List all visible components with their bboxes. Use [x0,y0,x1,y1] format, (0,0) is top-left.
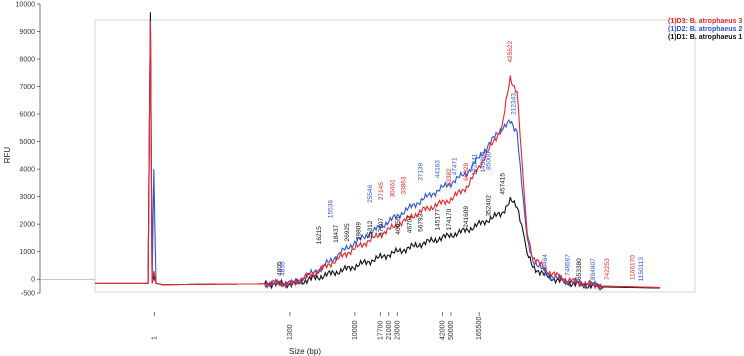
peak-label: 37207 [378,217,385,235]
peak-label: 894807 [590,258,597,280]
peak-label: 1166170 [630,255,637,280]
y-tick-label: 9000 [19,29,35,36]
trace-line [95,20,660,291]
peak-label: 742253 [604,258,611,280]
peak-label: 653380 [576,258,583,280]
legend-entry: (1)D2: B. atrophaeus 2 [668,26,742,33]
y-tick-label: 10000 [16,2,36,9]
peak-label: 145177 [435,208,442,230]
y-tick-label: 5000 [19,139,35,146]
y-tick-label: 2000 [19,222,35,229]
peak-label: 27145 [378,182,385,200]
y-tick-label: 6000 [19,112,35,119]
peak-label: 15536 [327,200,334,218]
x-tick-label: 10000 [352,320,359,340]
x-tick-label: 1 [151,336,158,340]
y-tick-label: 4000 [19,167,35,174]
peak-label: 212343 [510,93,517,115]
y-tick-label: 7000 [19,84,35,91]
x-axis: 1 1300 10000 17700 21000 23000 42000 50000 16550… [151,312,483,340]
trace-line [95,23,660,292]
peak-label: 4805 [276,261,283,276]
peak-label: 56793 [418,213,425,231]
y-tick-label: 0 [31,277,35,284]
y-axis: 1000090008000700060005000400030002000100… [16,2,696,298]
peak-label: 540464 [542,254,549,276]
y-axis-label: RFU [3,147,12,164]
peak-label: 174170 [446,208,453,230]
peak-label: 241609 [463,206,470,228]
peak-label: 30461 [389,179,396,197]
x-tick-label: 17700 [377,320,384,340]
peak-label: 44163 [435,160,442,178]
legend-entry: (1)D3: B. atrophaeus 3 [668,18,742,25]
peak-label: 16215 [316,226,323,244]
x-tick-label: 1300 [287,324,294,340]
peak-label: 25546 [367,184,374,202]
y-tick-label: -500 [21,291,35,298]
peak-label: 35312 [367,220,374,238]
x-tick-label: 21000 [386,320,393,340]
y-tick-label: 1000 [19,249,35,256]
peak-label: 43382 [446,168,453,186]
peak-label: 1150113 [638,257,645,282]
peak-label: 122341 [471,153,478,175]
peak-label: 66328 [463,162,470,180]
peak-label: 47471 [452,157,459,175]
peak-label: 457415 [500,173,507,195]
peak-label: 26925 [344,223,351,241]
peak-label: 145801 [480,151,487,173]
plot-frame [94,19,696,293]
x-tick-label: 50000 [448,320,455,340]
peak-label: 37139 [418,162,425,180]
peak-label: 29809 [356,222,363,240]
y-tick-label: 8000 [19,57,35,64]
traces [40,12,660,292]
trace-line [95,12,660,291]
peak-labels: 425622 212343 457415 352402 241609 174170 1451… [276,40,645,281]
x-tick-label: 42000 [439,320,446,340]
peak-label: 40955 [395,216,402,234]
x-axis-label: Size (bp) [289,347,321,356]
peak-label: 4835 [279,261,286,276]
x-tick-label: 165500 [476,317,483,340]
legend: (1)D3: B. atrophaeus 3(1)D2: B. atrophae… [668,18,742,41]
peak-label: 425622 [507,40,514,62]
x-tick-label: 23000 [394,320,401,340]
peak-label: 352402 [486,195,493,217]
peak-label: 748567 [565,254,572,276]
legend-entry: (1)D1: B. atrophaeus 1 [668,34,742,41]
y-tick-label: 3000 [19,194,35,201]
peak-label: 46701 [406,215,413,233]
peak-label: 85000 [486,151,493,169]
peak-label: 33863 [401,176,408,194]
peak-label: 18437 [333,224,340,242]
